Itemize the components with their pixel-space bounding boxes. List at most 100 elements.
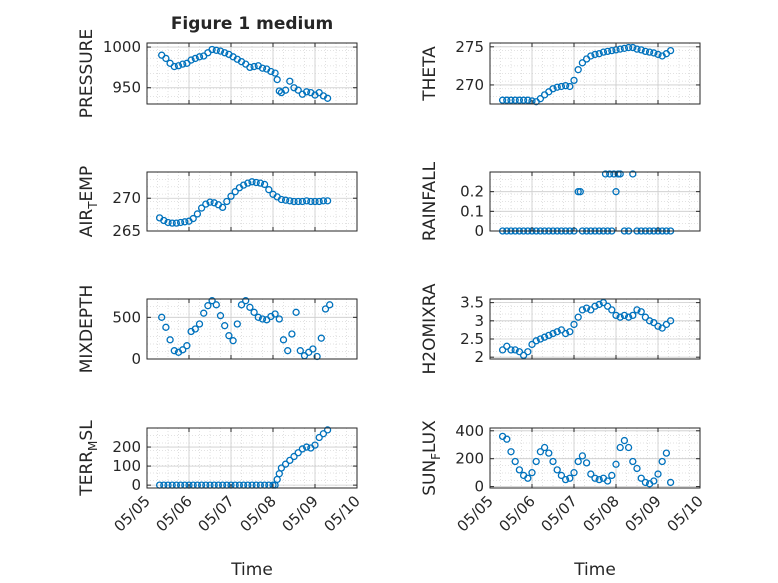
subplot-1: 950 1000 PRESSURE [77, 29, 358, 118]
data-point [595, 475, 603, 484]
x-tick-label: 05/10 [664, 492, 707, 535]
x-tick-label: 05/06 [496, 492, 539, 535]
data-point [511, 346, 519, 354]
data-point [189, 214, 197, 223]
data-point [281, 196, 290, 204]
x-tick-label: 05/07 [195, 492, 238, 535]
data-point [275, 315, 283, 323]
x-axis-label-right: Time [573, 560, 616, 580]
y-tick-label: 270 [112, 189, 141, 207]
data-point [507, 448, 515, 456]
data-point [267, 67, 275, 76]
data-point [170, 62, 178, 71]
data-point [183, 342, 191, 350]
data-point [545, 449, 553, 457]
data-point [624, 443, 633, 452]
data-point [616, 443, 624, 452]
subplot-6: 22.533.5 H2OMIXRA [420, 283, 701, 375]
data-point [603, 302, 612, 310]
data-point [662, 320, 671, 329]
data-point [166, 336, 174, 344]
data-point [582, 459, 591, 467]
data-point [252, 178, 260, 187]
y-tick-label: 0 [474, 478, 484, 496]
data-point [641, 478, 650, 487]
data-point [277, 464, 286, 472]
data-point [311, 197, 319, 206]
data-point [608, 306, 616, 314]
data-point [164, 218, 172, 227]
data-point [532, 457, 540, 466]
data-point [231, 188, 239, 196]
data-point [524, 474, 532, 482]
axes-box [146, 427, 358, 489]
data-point [561, 82, 570, 90]
x-axis-label-left: Time [230, 560, 273, 580]
axes-box [489, 427, 701, 489]
data-point [633, 45, 641, 53]
data-point [658, 324, 666, 332]
data-point [578, 452, 587, 460]
data-point [174, 62, 183, 70]
data-point [187, 56, 195, 64]
data-point [311, 441, 319, 449]
y-tick-label: 0 [131, 476, 141, 494]
data-point [507, 346, 515, 354]
data-point [650, 477, 658, 485]
data-point [216, 312, 225, 320]
data-point [519, 96, 528, 104]
data-point [256, 179, 265, 187]
data-point [290, 197, 298, 206]
data-point [225, 332, 233, 340]
data-point [532, 337, 540, 345]
data-point [302, 197, 311, 205]
data-point [629, 170, 637, 178]
data-point [662, 449, 671, 457]
data-point [227, 192, 235, 200]
data-point [591, 50, 599, 59]
data-point [603, 477, 612, 485]
data-point [321, 305, 330, 313]
x-tick-label: 05/09 [622, 492, 665, 535]
y-tick-label: 200 [455, 450, 484, 468]
y-tick-label: 275 [455, 38, 484, 56]
data-point [557, 471, 566, 480]
data-point [294, 197, 302, 206]
data-point [277, 195, 286, 204]
y-axis-label: TERRMSL [77, 420, 100, 497]
data-point [294, 86, 302, 94]
y-axis-label: SUNFLUX [420, 420, 443, 496]
y-tick-label: 950 [112, 79, 141, 97]
data-point [503, 342, 511, 350]
data-point [591, 474, 599, 482]
axes-box [146, 171, 358, 232]
data-point [286, 197, 294, 205]
y-tick-label: 0.1 [460, 202, 484, 220]
y-axis-label: THETA [420, 46, 440, 102]
y-tick-label: 270 [455, 76, 484, 94]
data-point [202, 200, 210, 208]
data-point [292, 308, 300, 316]
data-point [624, 43, 633, 52]
data-point [286, 77, 294, 85]
data-point [576, 188, 584, 196]
data-point [179, 346, 187, 354]
data-point [250, 62, 258, 71]
data-point [524, 96, 532, 104]
y-tick-label: 100 [112, 457, 141, 475]
data-point [260, 180, 269, 189]
data-point [229, 337, 237, 345]
data-point [162, 54, 170, 63]
data-point [511, 96, 519, 104]
data-point [566, 82, 574, 91]
data-point [561, 475, 570, 484]
y-tick-label: 0 [474, 222, 484, 240]
data-point [244, 179, 252, 187]
data-point [561, 329, 570, 338]
data-point [629, 311, 637, 320]
data-point [574, 457, 582, 466]
data-point [233, 320, 241, 328]
data-point [549, 85, 557, 93]
data-point [281, 460, 290, 468]
